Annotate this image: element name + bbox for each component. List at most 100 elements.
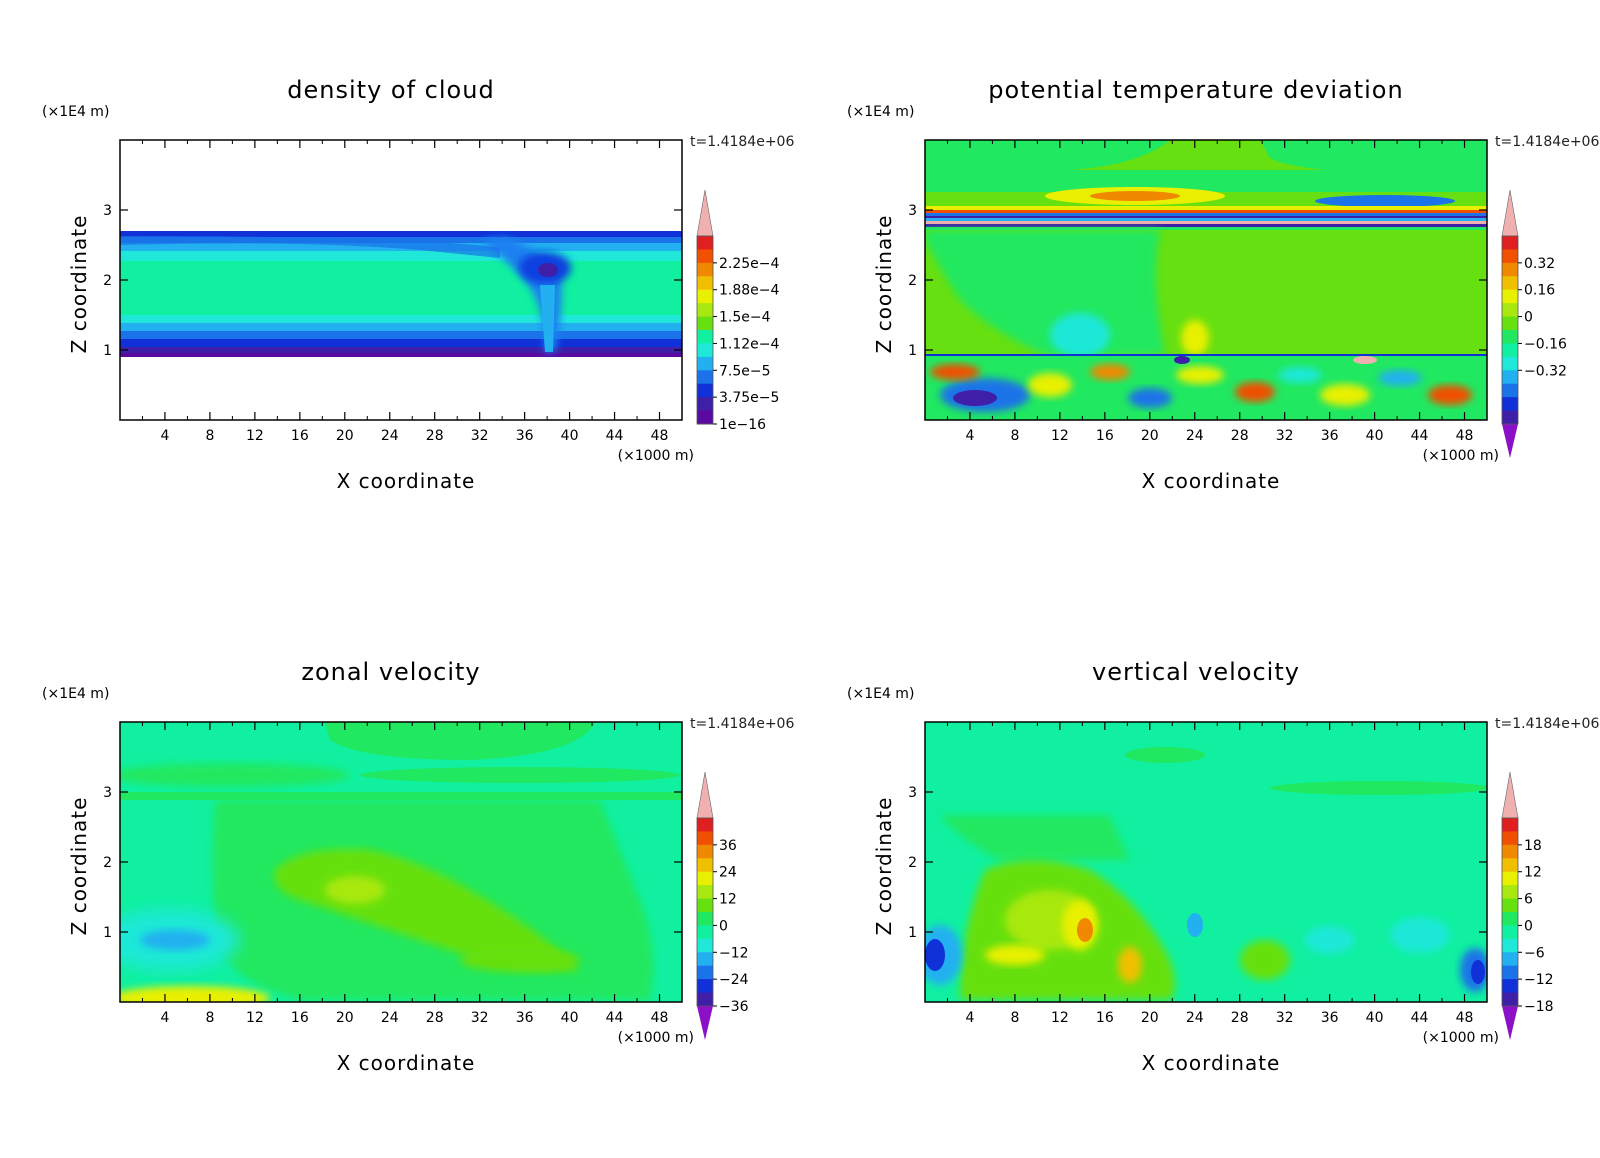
x-tick-label: 12: [246, 428, 264, 444]
colorbar-segment: [697, 858, 713, 873]
colorbar-bottom-triangle: [1502, 424, 1518, 458]
colorbar-segment: [1502, 383, 1518, 398]
colorbar-label: −36: [719, 999, 749, 1015]
x-tick-label: 28: [1231, 1010, 1249, 1026]
colorbar-label: 1.5e−4: [719, 310, 771, 326]
colorbar-segment: [697, 303, 713, 318]
time-label: t=1.4184e+06: [1495, 134, 1599, 150]
x-axis-unit: (×1000 m): [618, 1030, 694, 1046]
colorbar-segment: [697, 356, 713, 371]
x-tick-label: 16: [291, 428, 309, 444]
x-tick-label: 28: [426, 1010, 444, 1026]
colorbar-label: −12: [1524, 972, 1554, 988]
x-axis-unit: (×1000 m): [1423, 1030, 1499, 1046]
x-tick-label: 12: [1051, 1010, 1069, 1026]
y-tick-label: 1: [103, 925, 112, 941]
colorbar-label: 6: [1524, 892, 1533, 908]
x-tick-label: 36: [516, 1010, 534, 1026]
colorbar-segment: [1502, 885, 1518, 900]
x-axis-unit: (×1000 m): [1423, 448, 1499, 464]
y-axis-label: Z coordinate: [872, 215, 896, 354]
colorbar-segment: [1502, 952, 1518, 967]
colorbar-label: 36: [719, 838, 737, 854]
colorbar-segment: [697, 249, 713, 264]
chart-title: potential temperature deviation: [988, 76, 1403, 104]
y-tick-label: 2: [103, 855, 112, 871]
x-axis-label: X coordinate: [1142, 1051, 1281, 1075]
y-tick-label: 1: [908, 343, 917, 359]
colorbar-segment: [1502, 262, 1518, 277]
y-tick-label: 2: [103, 273, 112, 289]
heatmap-field-density: [120, 140, 682, 420]
x-axis-label: X coordinate: [1142, 469, 1281, 493]
colorbar-segment: [697, 925, 713, 940]
colorbar-label: 0: [1524, 310, 1533, 326]
x-tick-label: 32: [1276, 428, 1294, 444]
x-tick-label: 32: [471, 428, 489, 444]
colorbar-segment: [1502, 330, 1518, 344]
colorbar-segment: [1502, 818, 1518, 832]
x-tick-label: 40: [561, 1010, 579, 1026]
colorbar-segment: [1502, 898, 1518, 913]
time-label: t=1.4184e+06: [690, 716, 794, 732]
x-tick-label: 8: [205, 1010, 214, 1026]
colorbar-segment: [1502, 397, 1518, 412]
y-axis-label: Z coordinate: [872, 797, 896, 936]
x-tick-label: 36: [516, 428, 534, 444]
colorbar-segment: [1502, 276, 1518, 291]
x-tick-label: 16: [1096, 428, 1114, 444]
colorbar-segment: [697, 938, 713, 953]
x-tick-label: 44: [1411, 1010, 1429, 1026]
x-tick-label: 48: [1456, 428, 1474, 444]
colorbar-segment: [697, 276, 713, 291]
x-tick-label: 20: [336, 1010, 354, 1026]
y-tick-label: 3: [103, 203, 112, 219]
colorbar-segment: [1502, 992, 1518, 1007]
colorbar-label: 7.5e−5: [719, 363, 771, 379]
colorbar-label: 18: [1524, 838, 1542, 854]
x-tick-label: 4: [160, 1010, 169, 1026]
x-tick-label: 24: [1186, 1010, 1204, 1026]
colorbar-segment: [697, 316, 713, 331]
colorbar-segment: [697, 383, 713, 398]
colorbar-label: −12: [719, 945, 749, 961]
colorbar-frame: [1501, 235, 1519, 425]
colorbar-top-triangle: [1501, 771, 1519, 819]
colorbar-segment: [1502, 343, 1518, 358]
colorbar-label: −6: [1524, 945, 1545, 961]
colorbar-label: 1.12e−4: [719, 336, 780, 352]
x-tick-label: 4: [965, 428, 974, 444]
colorbar-segment: [697, 370, 713, 385]
panel-vertical-velocity: [924, 721, 1488, 1003]
x-tick-label: 20: [1141, 428, 1159, 444]
x-tick-label: 28: [1231, 428, 1249, 444]
colorbar-segment: [697, 410, 713, 425]
y-tick-label: 1: [908, 925, 917, 941]
colorbar-frame: [1501, 817, 1519, 1007]
x-axis-unit: (×1000 m): [618, 448, 694, 464]
colorbar-segment: [697, 289, 713, 304]
colorbar-label: 0: [1524, 918, 1533, 934]
y-tick-label: 1: [103, 343, 112, 359]
x-axis-label: X coordinate: [337, 1051, 476, 1075]
colorbar-bottom-triangle: [697, 1006, 713, 1040]
colorbar-segment: [697, 898, 713, 913]
x-tick-label: 12: [246, 1010, 264, 1026]
x-tick-label: 48: [651, 428, 669, 444]
heatmap-field-zonal: [120, 722, 682, 1002]
y-axis-unit: (×1E4 m): [847, 686, 914, 702]
colorbar-segment: [1502, 844, 1518, 859]
colorbar-segment: [1502, 356, 1518, 371]
x-tick-label: 44: [606, 1010, 624, 1026]
colorbar-label: 1.88e−4: [719, 283, 780, 299]
colorbar-segment: [697, 979, 713, 994]
colorbar-segment: [697, 965, 713, 980]
colorbar-segment: [1502, 938, 1518, 953]
colorbar-segment: [1502, 316, 1518, 331]
colorbar-segment: [1502, 965, 1518, 980]
colorbar-label: 0.16: [1524, 283, 1555, 299]
colorbar-segment: [1502, 289, 1518, 304]
colorbar-bottom-triangle: [1502, 1006, 1518, 1040]
colorbar-segment: [697, 262, 713, 277]
